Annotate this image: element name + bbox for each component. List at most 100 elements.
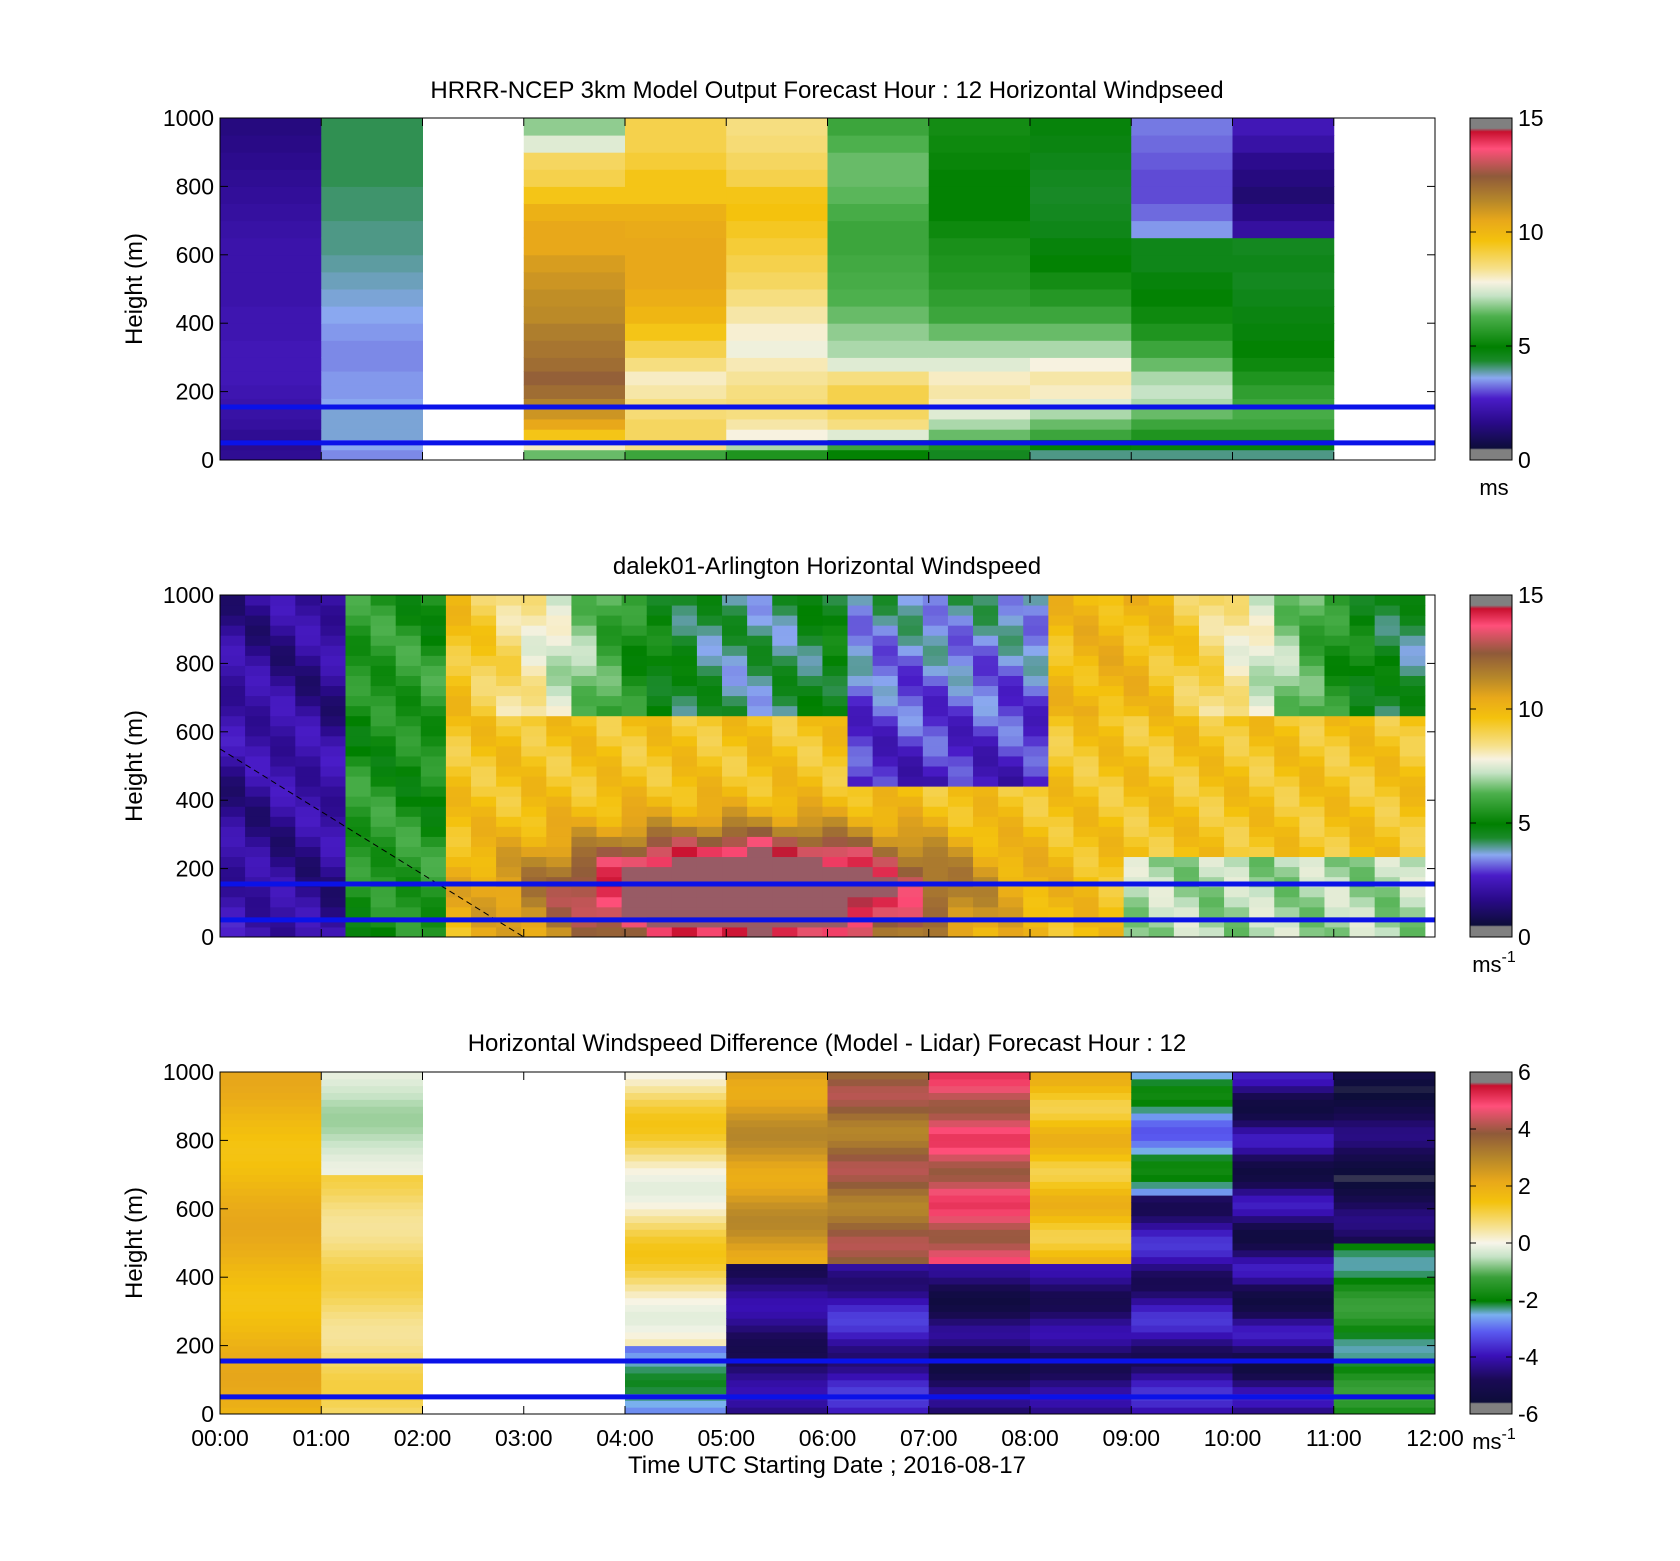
lidar-cell [696,836,723,847]
lidar-cell [822,856,849,868]
lidar-cell [1224,685,1250,697]
lidar-cell [1098,705,1125,717]
difference-cell [726,1270,828,1278]
lidar-cell [1073,886,1100,898]
lidar-cell [646,896,673,908]
lidar-cell [1274,796,1300,807]
difference-cell [1131,1106,1233,1114]
difference-cell [928,1263,1031,1271]
lidar-cell [747,896,773,908]
lidar-cell [496,786,522,797]
lidar-cell [596,906,623,918]
lidar-cell [1023,755,1049,767]
colorbar-unit: ms-1 [1472,1426,1516,1454]
lidar-cell [1274,715,1300,727]
lidar-cell [295,645,321,656]
lidar-cell [1048,615,1074,626]
difference-cell [827,1372,930,1381]
difference-cell [220,1277,322,1285]
lidar-cell [822,705,849,717]
lidar-cell [1399,776,1426,787]
lidar-cell [370,715,397,727]
lidar-cell [621,866,648,878]
difference-cell [928,1174,1031,1182]
lidar-cell [471,786,497,797]
difference-cell [1333,1243,1435,1251]
difference-cell [1232,1147,1335,1155]
lidar-cell [521,625,547,636]
lidar-cell [998,645,1024,656]
difference-cell [1131,1352,1233,1360]
lidar-cell [1249,745,1275,757]
lidar-cell [1224,605,1250,616]
difference-cell [726,1201,828,1210]
difference-cell [726,1277,828,1285]
lidar-cell [1148,655,1175,666]
difference-cell [928,1372,1031,1381]
lidar-cell [696,786,723,797]
lidar-cell [420,796,447,807]
lidar-cell [1148,755,1175,767]
model-cell [523,271,626,290]
lidar-cell [696,745,723,757]
difference-cell [928,1085,1031,1094]
lidar-cell [1324,745,1351,757]
lidar-cell [546,926,572,937]
lidar-cell [621,776,648,787]
lidar-cell [245,635,271,646]
difference-cell [827,1338,930,1347]
lidar-cell [420,715,447,727]
difference-cell [1131,1113,1233,1121]
lidar-cell [445,725,472,737]
lidar-cell [797,846,823,858]
lidar-cell [1249,635,1275,646]
panel-difference-marker-lines [220,1358,1435,1400]
lidar-cell [1249,675,1275,687]
difference-cell [220,1249,322,1258]
lidar-cell [295,595,321,606]
difference-cell [928,1201,1031,1210]
lidar-cell [496,906,522,918]
lidar-cell [947,786,974,797]
lidar-cell [772,926,798,937]
lidar-cell [696,856,723,868]
colorbar-tick-label: 4 [1518,1116,1531,1142]
difference-cell [220,1154,322,1162]
lidar-cell [998,695,1024,707]
lidar-cell [521,755,547,767]
lidar-cell [295,786,321,797]
x-tick-label: 04:00 [596,1425,654,1451]
lidar-cell [772,836,798,847]
lidar-cell [671,826,698,837]
lidar-cell [220,715,246,727]
panel-lidar: dalek01-Arlington Horizontal Windspeed 0… [121,553,1544,977]
lidar-cell [345,886,372,898]
lidar-cell [496,625,522,636]
lidar-cell [1249,866,1275,878]
lidar-cell [922,655,949,666]
panel-lidar-x-axis [219,595,1436,937]
lidar-cell [420,735,447,747]
difference-cell [321,1407,423,1414]
lidar-cell [696,665,723,676]
lidar-cell [1349,595,1376,606]
lidar-cell [345,926,372,937]
lidar-cell [1073,665,1100,676]
lidar-cell [922,725,949,737]
lidar-cell [1299,886,1325,898]
model-cell [1131,384,1233,399]
lidar-cell [571,655,598,666]
lidar-cell [1073,866,1100,878]
lidar-cell [897,856,924,868]
difference-cell [1333,1304,1435,1312]
lidar-cell [621,595,648,606]
lidar-cell [270,715,296,727]
lidar-cell [420,685,447,697]
model-cell [827,254,930,273]
lidar-cell [245,766,271,777]
model-cell [726,449,828,460]
lidar-cell [1324,836,1351,847]
model-cell [1131,271,1233,290]
lidar-cell [1023,705,1049,717]
difference-cell [1131,1331,1233,1340]
